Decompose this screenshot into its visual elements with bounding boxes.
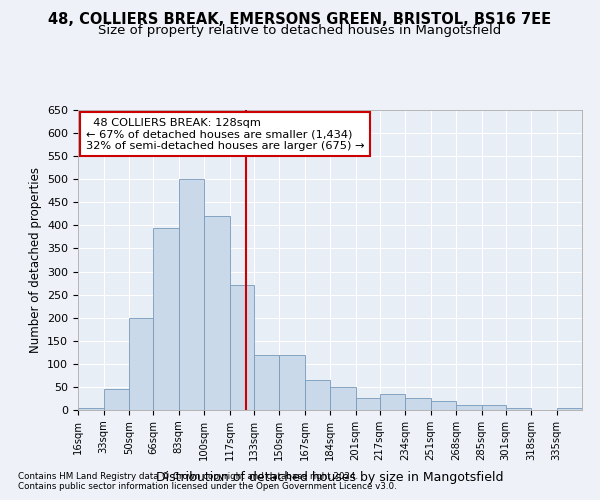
- Bar: [129, 318, 153, 410]
- Bar: [456, 406, 482, 410]
- Bar: [330, 387, 355, 410]
- Text: 48, COLLIERS BREAK, EMERSONS GREEN, BRISTOL, BS16 7EE: 48, COLLIERS BREAK, EMERSONS GREEN, BRIS…: [49, 12, 551, 28]
- Bar: [431, 401, 456, 410]
- Bar: [355, 398, 380, 410]
- Y-axis label: Number of detached properties: Number of detached properties: [29, 167, 41, 353]
- Bar: [78, 408, 104, 410]
- Bar: [505, 408, 531, 410]
- Bar: [254, 354, 279, 410]
- Bar: [482, 406, 505, 410]
- Bar: [557, 408, 582, 410]
- Bar: [380, 394, 405, 410]
- Bar: [179, 179, 204, 410]
- Bar: [104, 389, 129, 410]
- Text: Contains HM Land Registry data © Crown copyright and database right 2024.: Contains HM Land Registry data © Crown c…: [18, 472, 358, 481]
- Text: Size of property relative to detached houses in Mangotsfield: Size of property relative to detached ho…: [98, 24, 502, 37]
- Bar: [305, 380, 330, 410]
- Bar: [204, 216, 229, 410]
- Text: Contains public sector information licensed under the Open Government Licence v3: Contains public sector information licen…: [18, 482, 397, 491]
- Text: 48 COLLIERS BREAK: 128sqm  
← 67% of detached houses are smaller (1,434)
32% of : 48 COLLIERS BREAK: 128sqm ← 67% of detac…: [86, 118, 364, 150]
- Bar: [153, 228, 179, 410]
- Bar: [279, 354, 305, 410]
- Bar: [405, 398, 431, 410]
- X-axis label: Distribution of detached houses by size in Mangotsfield: Distribution of detached houses by size …: [156, 471, 504, 484]
- Bar: [229, 286, 254, 410]
